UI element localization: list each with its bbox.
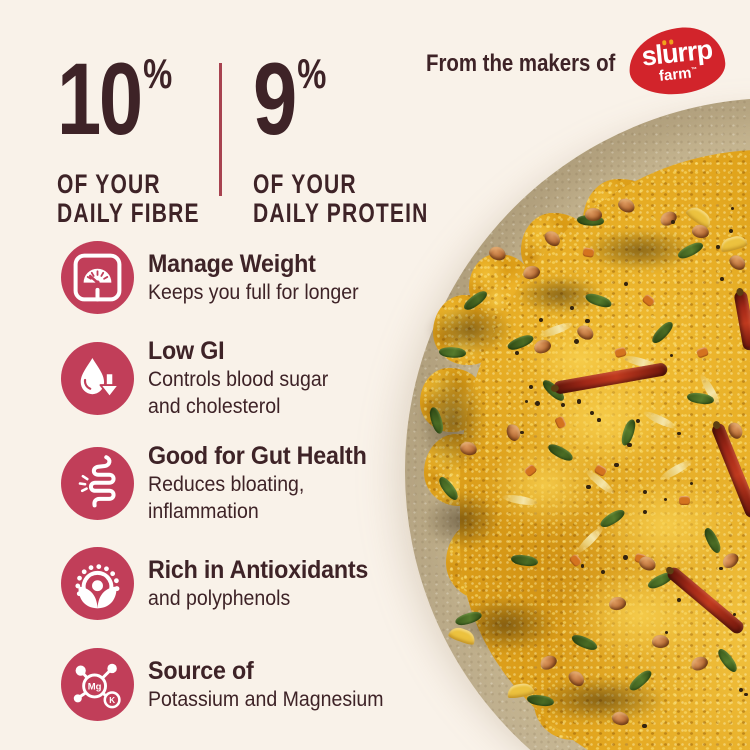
benefit-manage-weight: Manage Weight Keeps you full for longer: [61, 241, 374, 314]
benefit-title: Manage Weight: [148, 250, 316, 278]
mustard-seed: [614, 462, 619, 468]
antioxidant-lotus-icon: [61, 547, 134, 620]
mustard-seed: [573, 339, 579, 344]
peanut: [651, 634, 669, 648]
umlaut-dot: [661, 39, 667, 45]
minerals-molecule-icon: Mg K: [61, 648, 134, 721]
mustard-seed: [600, 569, 606, 575]
mustard-seed: [642, 489, 647, 494]
peanut: [584, 207, 602, 221]
protein-label-line2: DAILY PROTEIN: [253, 198, 429, 228]
mustard-seed: [538, 317, 544, 323]
mustard-seed: [719, 566, 723, 571]
benefit-antioxidants: Rich in Antioxidants and polyphenols: [61, 547, 385, 620]
carrot-bit: [581, 246, 595, 258]
blood-drop-arrow-down-icon: [61, 341, 134, 415]
mustard-seed: [623, 555, 628, 560]
mustard-seed: [730, 206, 735, 211]
mustard-seed: [576, 399, 582, 405]
carrot-bit: [613, 346, 627, 358]
mustard-seed: [671, 220, 676, 225]
mustard-seed: [586, 485, 591, 490]
benefit-subtitle: inflammation: [148, 500, 259, 523]
mustard-seed: [642, 510, 647, 515]
logo-wordmark: slu rrp: [639, 33, 714, 72]
protein-label-line1: OF YOUR: [253, 169, 357, 199]
mustard-seed: [528, 385, 533, 389]
highlight-patch: [565, 565, 715, 665]
mustard-seed: [636, 418, 641, 423]
fibre-label-line2: DAILY FIBRE: [57, 198, 200, 228]
shadow-patch: [417, 365, 487, 475]
highlight-patch: [485, 440, 605, 530]
benefit-subtitle: Reduces bloating,: [148, 473, 305, 496]
benefit-subtitle: Keeps you full for longer: [148, 281, 359, 304]
mustard-seed: [597, 418, 601, 422]
mustard-seed: [534, 400, 540, 406]
benefit-title: Source of: [148, 657, 254, 685]
stats-divider: [219, 63, 222, 196]
mustard-seed: [716, 245, 720, 249]
mustard-seed: [664, 497, 668, 501]
mustard-seed: [733, 613, 737, 617]
benefit-subtitle: and cholesterol: [148, 395, 281, 418]
highlight-patch: [595, 475, 735, 575]
mustard-seed: [677, 598, 682, 603]
benefit-subtitle: Potassium and Magnesium: [148, 688, 384, 711]
mustard-seed: [642, 723, 648, 729]
mustard-seed: [560, 402, 565, 407]
shadow-patch: [450, 596, 560, 654]
gut-intestine-icon: [61, 446, 134, 520]
stat-daily-fibre: 10% OF YOUR DAILY FIBRE: [57, 42, 200, 228]
benefit-subtitle: Controls blood sugar: [148, 368, 329, 391]
svg-text:K: K: [109, 696, 115, 705]
benefit-minerals: Mg K Source of Potassium and Magnesium: [61, 648, 401, 721]
carrot-bit: [678, 495, 690, 505]
mustard-seed: [627, 442, 632, 448]
svg-text:Mg: Mg: [88, 682, 102, 693]
mustard-seed: [624, 281, 629, 286]
mustard-seed: [744, 692, 748, 697]
mustard-seed: [669, 353, 673, 357]
stat-daily-protein: 9% OF YOUR DAILY PROTEIN: [253, 42, 429, 228]
benefit-low-gi: Low GI Controls blood sugar and choleste…: [61, 337, 342, 419]
benefit-gut-health: Good for Gut Health Reduces bloating, in…: [61, 442, 383, 524]
mustard-seed: [585, 318, 590, 324]
mustard-seed: [514, 350, 520, 356]
mustard-seed: [689, 481, 694, 486]
from-the-makers-of-text: From the makers of: [426, 50, 616, 77]
umlaut-dot: [668, 38, 674, 44]
benefit-title: Rich in Antioxidants: [148, 556, 369, 584]
logo-farm-text: farm™: [657, 64, 698, 85]
mustard-seed: [738, 688, 743, 693]
mustard-seed: [519, 430, 524, 435]
mustard-seed: [720, 277, 724, 282]
mustard-seed: [589, 410, 594, 415]
mustard-seed: [665, 631, 669, 635]
mustard-seed: [524, 400, 528, 404]
shadow-patch: [425, 304, 515, 356]
benefit-subtitle: and polyphenols: [148, 587, 291, 610]
mustard-seed: [728, 228, 734, 233]
mustard-seed: [570, 306, 574, 310]
mustard-seed: [677, 431, 682, 436]
weighing-scale-icon: [61, 241, 134, 314]
benefit-title: Good for Gut Health: [148, 442, 367, 470]
fibre-percent-value: 10%: [57, 42, 173, 156]
protein-percent-value: 9%: [253, 42, 327, 156]
benefit-title: Low GI: [148, 337, 225, 365]
mustard-seed: [580, 564, 584, 568]
fibre-label-line1: OF YOUR: [57, 169, 161, 199]
